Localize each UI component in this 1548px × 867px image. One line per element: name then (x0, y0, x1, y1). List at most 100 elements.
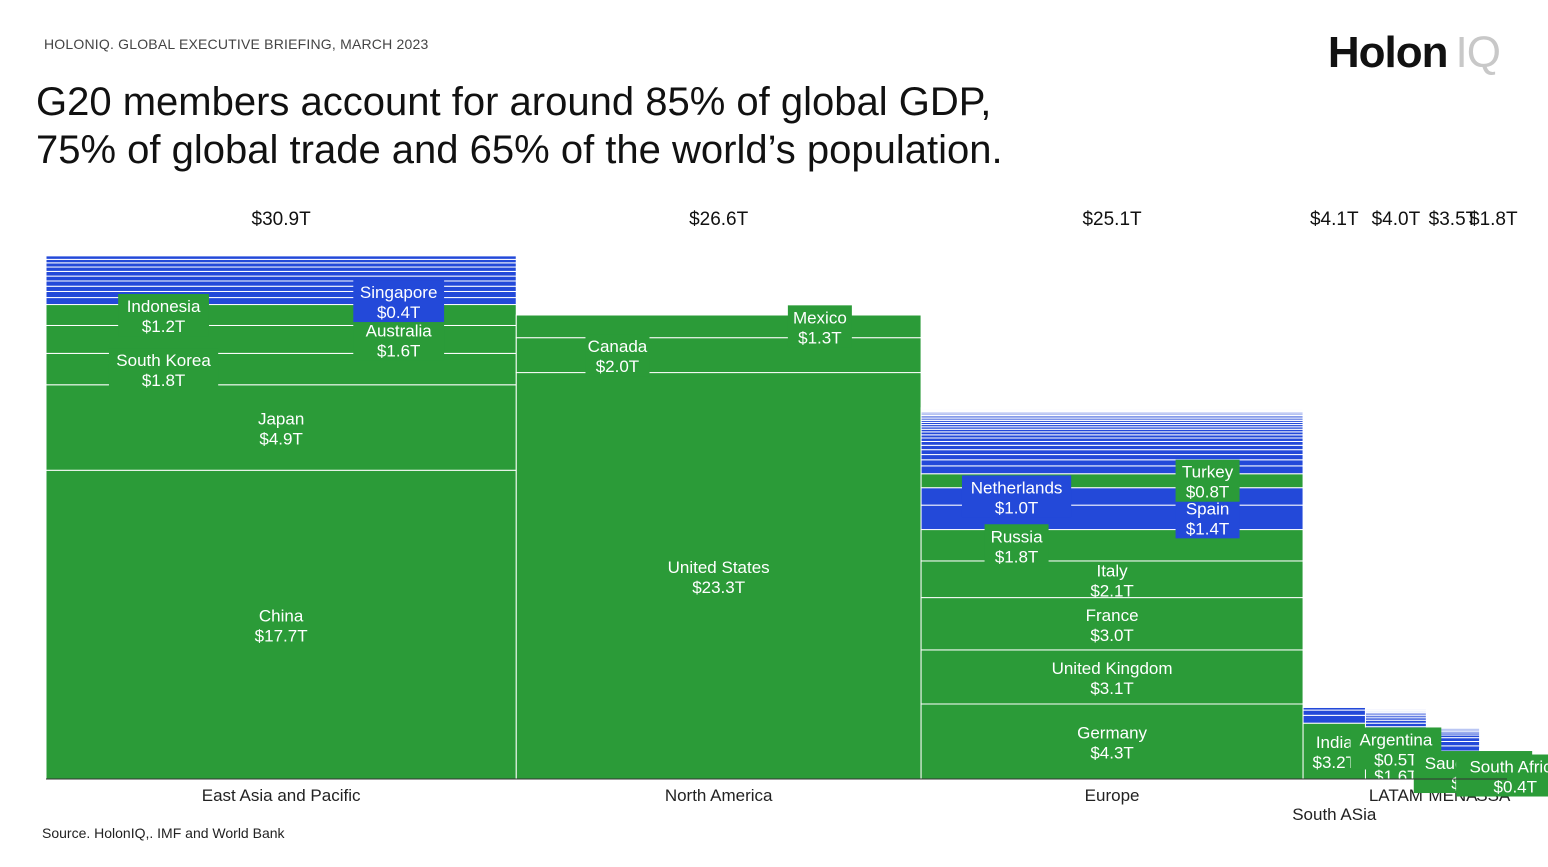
country-value-france: $3.0T (1090, 626, 1133, 645)
region-label-south-asia: South ASia (1292, 805, 1377, 824)
label-china: China$17.7T (255, 607, 308, 646)
label-bg-turkey (1175, 459, 1240, 502)
country-value-india: $3.2T (1313, 753, 1356, 772)
country-name-india: India (1316, 733, 1353, 752)
country-value-mexico: $1.3T (798, 328, 841, 347)
country-name-singapore: Singapore (360, 283, 438, 302)
bar-east-asia-and-pacific-other-8 (45, 258, 517, 264)
page-title: G20 members account for around 85% of gl… (36, 78, 1236, 174)
bar-east-asia-and-pacific-other-3 (45, 280, 517, 287)
label-spain: Spain$1.4T (1175, 496, 1240, 539)
label-bg-netherlands (961, 475, 1072, 518)
total-label-latam: $4.0T (1372, 209, 1421, 230)
bar-europe-other-6 (920, 440, 1304, 446)
label-bg-russia (984, 524, 1049, 567)
title-line-2: 75% of global trade and 65% of the world… (36, 128, 1003, 172)
bar-france (920, 597, 1304, 651)
label-russia: Russia$1.8T (984, 524, 1049, 567)
label-united-states: United States$23.3T (668, 558, 770, 597)
bar-east-asia-and-pacific-other-1 (45, 290, 517, 299)
bar-europe-other-2 (920, 459, 1304, 467)
country-name-canada: Canada (588, 337, 648, 356)
bar-italy (920, 560, 1304, 599)
country-value-netherlands: $1.0T (995, 498, 1038, 517)
label-bg-canada (585, 334, 650, 377)
country-value-spain: $1.4T (1186, 519, 1229, 538)
country-value-germany: $4.3T (1090, 743, 1133, 762)
country-value-indonesia: $1.2T (142, 317, 185, 336)
country-value-italy: $2.1T (1090, 581, 1133, 600)
bar-europe-other-24 (920, 407, 1304, 410)
region-label-europe: Europe (1085, 786, 1140, 805)
bar-latam-other-12 (1364, 708, 1427, 711)
bar-russia (920, 529, 1304, 562)
label-bg-mexico (787, 305, 852, 348)
bar-south-asia-other-3 (1302, 706, 1366, 711)
label-bg-singapore (353, 280, 445, 323)
country-value-australia: $1.6T (377, 341, 420, 360)
country-value-japan: $4.9T (259, 430, 302, 449)
country-name-united-states: United States (668, 558, 770, 577)
label-bg-australia (353, 318, 445, 361)
country-name-australia: Australia (366, 321, 433, 340)
label-south-africa: South Africa$0.4T (1456, 754, 1548, 797)
bar-south-asia-other-1 (1302, 714, 1366, 724)
country-name-mexico: Mexico (793, 308, 847, 327)
bar-south-asia-other-2 (1302, 709, 1366, 716)
country-value-russia: $1.8T (995, 547, 1038, 566)
country-name-italy: Italy (1096, 561, 1128, 580)
label-bg-indonesia (118, 294, 209, 337)
total-label-east-asia-and-pacific: $30.9T (252, 209, 312, 230)
label-germany: Germany$4.3T (1077, 723, 1147, 762)
country-name-russia: Russia (991, 527, 1044, 546)
total-label-north-america: $26.6T (689, 209, 749, 230)
bar-europe-other-3 (920, 454, 1304, 461)
label-bg-south-africa (1456, 754, 1548, 797)
bar-east-asia-and-pacific-other-7 (45, 262, 517, 268)
country-name-spain: Spain (1186, 499, 1229, 518)
label-italy: Italy$2.1T (1090, 561, 1133, 600)
label-india: India$3.2T (1313, 733, 1356, 772)
label-australia: Australia$1.6T (353, 318, 445, 361)
country-value-united-kingdom: $3.1T (1090, 679, 1133, 698)
label-canada: Canada$2.0T (585, 334, 650, 377)
country-name-indonesia: Indonesia (127, 297, 201, 316)
bar-europe-other-5 (920, 444, 1304, 451)
country-name-south-africa: South Africa (1469, 758, 1548, 777)
country-value-argentina: $0.5T (1374, 750, 1417, 769)
holoniq-logo: Holon IQ (1327, 28, 1501, 78)
logo-accent: IQ (1455, 28, 1501, 77)
country-name-japan: Japan (258, 410, 304, 429)
bar-east-asia-and-pacific-other-6 (45, 266, 517, 272)
label-south-korea: South Korea$1.8T (108, 348, 219, 391)
country-name-china: China (259, 607, 304, 626)
region-label-east-asia-and-pacific: East Asia and Pacific (202, 786, 361, 805)
country-value-south-korea: $1.8T (142, 371, 185, 390)
country-value-turkey: $0.8T (1186, 483, 1229, 502)
bar-east-asia-and-pacific-other-9 (45, 255, 517, 260)
country-value-china: $17.7T (255, 627, 308, 646)
bar-east-asia-and-pacific-other-5 (45, 270, 517, 277)
bar-europe-other-4 (920, 449, 1304, 456)
bar-united-kingdom (920, 649, 1304, 705)
region-label-latam: LATAM (1369, 786, 1423, 805)
country-value-brazil: $1.6T (1374, 767, 1417, 786)
label-france: France$3.0T (1086, 606, 1139, 645)
country-value-united-states: $23.3T (692, 578, 745, 597)
country-name-france: France (1086, 606, 1139, 625)
bar-mexico (515, 314, 922, 339)
label-netherlands: Netherlands$1.0T (961, 475, 1072, 518)
label-turkey: Turkey$0.8T (1175, 459, 1240, 502)
bar-singapore (45, 297, 517, 306)
total-label-south-asia: $4.1T (1310, 209, 1359, 230)
bar-east-asia-and-pacific-other-2 (45, 285, 517, 292)
label-mexico: Mexico$1.3T (787, 305, 852, 348)
bar-china (45, 469, 517, 780)
bar-indonesia (45, 304, 517, 326)
logo-main: Holon (1327, 28, 1449, 77)
title-line-1: G20 members account for around 85% of gl… (36, 80, 992, 124)
label-bg-south-korea (108, 348, 219, 391)
country-name-argentina: Argentina (1360, 730, 1433, 749)
country-value-singapore: $0.4T (377, 303, 420, 322)
